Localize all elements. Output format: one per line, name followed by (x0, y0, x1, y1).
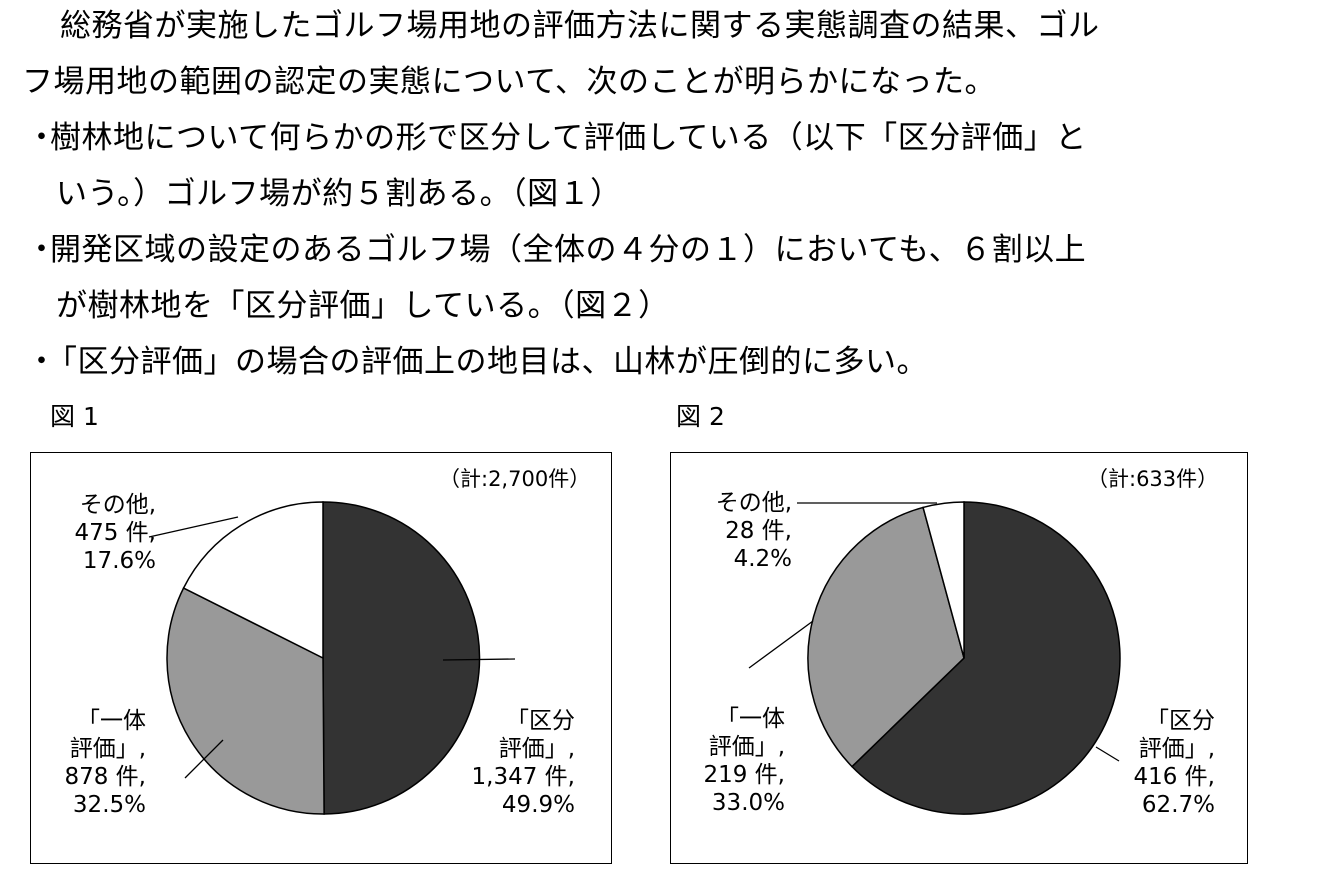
figure-1-total-label: （計:2,700件） (439, 467, 591, 491)
slice-label-line: 475 件, (74, 520, 156, 546)
figure-2-slice-label-kubun: 「区分 評価」, 416 件, 62.7% (1133, 707, 1215, 819)
bullet-item: ・「区分評価」の場合の評価上の地目は、山林が圧倒的に多い。 (26, 342, 928, 382)
figure-2-slice-label-other: その他, 28 件, 4.2% (716, 489, 792, 573)
bullet-item: ・開発区域の設定のあるゴルフ場（全体の４分の１）においても、６割以上 (26, 230, 1086, 270)
bullet-mark: ・ (26, 232, 58, 268)
slice-label-line: その他, (79, 492, 156, 518)
leader-line-ittai (748, 620, 814, 669)
leader-line-other (148, 516, 239, 538)
figure-2-pie-svg (748, 501, 1121, 815)
slice-label-line: 「区分 (506, 708, 575, 734)
bullet-text-continued: が樹林地を「区分評価」している。（図２） (56, 288, 670, 324)
leader-line-kubun (442, 658, 516, 661)
figure-2-total-label: （計:633件） (1087, 467, 1219, 491)
slice-label-line: 評価」, (708, 734, 785, 760)
figure-1-slice-label-ittai: 「一体 評価」, 878 件, 32.5% (64, 707, 146, 819)
leader-line-ittai (184, 739, 224, 779)
pie-slice-other (182, 501, 324, 660)
slice-label-line: 評価」, (1138, 736, 1215, 762)
slice-label-line: 878 件, (64, 764, 146, 790)
bullet-text: 樹林地について何らかの形で区分して評価している（以下「区分評価」と (50, 120, 1087, 156)
slice-label-line: 評価」, (498, 736, 575, 762)
slice-label-line: 219 件, (703, 762, 785, 788)
figure-1-pie-svg (148, 501, 516, 815)
figure-1-slice-label-other: その他, 475 件, 17.6% (74, 491, 156, 575)
slice-label-line: 49.9% (501, 792, 575, 818)
paragraph-line: フ場用地の範囲の認定の実態について、次のことが明らかになった。 (22, 64, 997, 100)
figure-2-slice-label-ittai: 「一体 評価」, 219 件, 33.0% (703, 705, 785, 817)
figure-1-chart: （計:2,700件） その他, 475 件, 17.6% 「一体 評価」, 87… (30, 452, 612, 864)
bullet-mark: ・ (26, 344, 58, 380)
slice-label-line: 評価」, (69, 736, 146, 762)
pie-slice-ittai (807, 506, 965, 768)
slice-label-line: その他, (715, 490, 792, 516)
figure-1-slice-label-kubun: 「区分 評価」, 1,347 件, 49.9% (472, 707, 575, 819)
bullet-mark: ・ (26, 120, 58, 156)
slice-label-line: 4.2% (733, 546, 792, 572)
leader-line-kubun (1095, 746, 1120, 762)
bullet-text-continued: いう。）ゴルフ場が約５割ある。（図１） (56, 176, 622, 212)
slice-label-line: 「一体 (716, 706, 785, 732)
paragraph-line: 総務省が実施したゴルフ場用地の評価方法に関する実態調査の結果、ゴル (60, 8, 1100, 44)
slice-label-line: 33.0% (711, 790, 785, 816)
bullet-text: 「区分評価」の場合の評価上の地目は、山林が圧倒的に多い。 (46, 344, 928, 380)
slice-label-line: 17.6% (82, 548, 156, 574)
slice-label-line: 416 件, (1133, 764, 1215, 790)
pie-slice-kubun (850, 501, 1121, 815)
slice-label-line: 「区分 (1146, 708, 1215, 734)
slice-label-line: 1,347 件, (471, 764, 575, 790)
figure-2-chart: （計:633件） その他, 28 件, 4.2% 「一体 評価」, 219 件,… (670, 452, 1248, 864)
slice-label-line: 62.7% (1141, 792, 1215, 818)
bullet-text: 開発区域の設定のあるゴルフ場（全体の４分の１）においても、６割以上 (50, 232, 1087, 268)
bullet-item: ・樹林地について何らかの形で区分して評価している（以下「区分評価」と (26, 118, 1087, 158)
pie-slice-other (922, 501, 965, 659)
pie-slice-kubun (322, 501, 481, 815)
slice-label-line: 32.5% (72, 792, 146, 818)
slice-label-line: 「一体 (77, 708, 146, 734)
slice-label-line: 28 件, (725, 518, 792, 544)
figure-2-label: 図 2 (676, 402, 725, 431)
figure-1-label: 図 1 (50, 402, 99, 431)
